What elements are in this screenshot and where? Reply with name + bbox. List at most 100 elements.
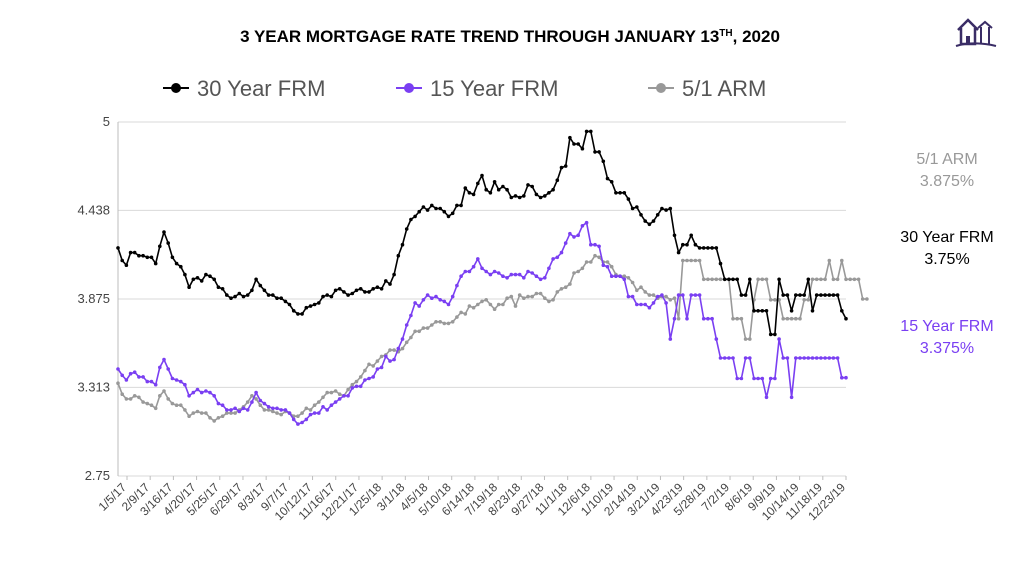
data-point bbox=[802, 298, 806, 302]
data-point bbox=[371, 364, 376, 368]
data-point bbox=[275, 406, 279, 411]
data-point bbox=[241, 294, 246, 299]
data-point bbox=[752, 309, 756, 313]
data-point bbox=[655, 213, 660, 217]
data-point bbox=[697, 246, 702, 250]
data-point bbox=[438, 298, 443, 302]
data-point bbox=[459, 310, 463, 315]
data-point bbox=[501, 274, 505, 279]
data-point bbox=[810, 356, 815, 360]
data-point bbox=[831, 293, 836, 297]
data-point bbox=[208, 416, 212, 420]
data-point bbox=[421, 298, 426, 302]
data-point bbox=[250, 400, 254, 404]
data-point bbox=[476, 257, 480, 261]
series-5-1-arm bbox=[116, 253, 869, 423]
data-point bbox=[471, 264, 476, 269]
data-point bbox=[538, 277, 543, 282]
data-point bbox=[199, 279, 204, 283]
data-point bbox=[128, 250, 133, 255]
data-point bbox=[701, 277, 706, 282]
data-point bbox=[158, 244, 162, 249]
data-point bbox=[358, 384, 363, 389]
data-point bbox=[731, 277, 735, 282]
data-point bbox=[651, 301, 656, 305]
x-axis-ticks: 1/5/172/9/173/16/174/20/175/25/176/29/17… bbox=[96, 476, 848, 523]
data-point bbox=[153, 261, 158, 266]
data-point bbox=[342, 290, 346, 294]
data-point bbox=[609, 274, 614, 279]
data-point bbox=[179, 379, 183, 384]
legend-marker bbox=[171, 83, 181, 93]
data-point bbox=[417, 329, 422, 334]
data-point bbox=[384, 354, 388, 359]
data-point bbox=[400, 346, 405, 351]
data-point bbox=[179, 403, 183, 408]
data-point bbox=[626, 197, 631, 201]
data-point bbox=[840, 375, 844, 380]
data-point bbox=[522, 296, 526, 301]
data-point bbox=[526, 269, 530, 274]
data-point bbox=[768, 298, 773, 302]
series-30-year-frm bbox=[116, 129, 848, 337]
data-point bbox=[321, 405, 325, 409]
legend-marker bbox=[404, 83, 414, 93]
data-point bbox=[162, 230, 166, 234]
data-point bbox=[639, 285, 643, 290]
legend-label: 30 Year FRM bbox=[197, 76, 325, 101]
data-point bbox=[149, 255, 154, 260]
data-point bbox=[785, 293, 790, 297]
data-point bbox=[279, 408, 284, 412]
data-point bbox=[191, 390, 196, 395]
data-point bbox=[710, 316, 714, 321]
data-point bbox=[538, 291, 543, 296]
data-point bbox=[609, 180, 614, 184]
data-point bbox=[233, 294, 237, 299]
data-point bbox=[827, 356, 832, 360]
data-point bbox=[183, 272, 187, 277]
data-point bbox=[124, 378, 129, 382]
data-point bbox=[526, 294, 530, 299]
data-point bbox=[329, 403, 334, 408]
data-point bbox=[572, 142, 576, 146]
data-point bbox=[789, 316, 794, 321]
data-point bbox=[496, 187, 501, 192]
data-point bbox=[534, 274, 539, 279]
y-tick-label: 5 bbox=[103, 114, 110, 129]
data-point bbox=[413, 329, 417, 334]
data-point bbox=[476, 302, 480, 307]
data-point bbox=[204, 272, 208, 277]
data-point bbox=[522, 194, 526, 198]
data-point bbox=[844, 277, 848, 282]
legend-item: 5/1 ARM bbox=[648, 76, 766, 101]
chart-title-tail: , 2020 bbox=[733, 27, 780, 46]
data-point bbox=[831, 356, 836, 360]
data-point bbox=[166, 241, 170, 245]
data-point bbox=[459, 274, 463, 279]
data-point bbox=[455, 283, 459, 288]
data-point bbox=[513, 304, 518, 308]
data-point bbox=[225, 293, 229, 297]
data-point bbox=[170, 401, 175, 406]
data-point bbox=[823, 356, 827, 360]
data-point bbox=[258, 403, 263, 408]
data-point bbox=[743, 356, 748, 360]
data-point bbox=[421, 326, 426, 330]
data-point bbox=[701, 246, 706, 250]
data-point bbox=[668, 337, 673, 341]
data-point bbox=[488, 191, 493, 195]
data-point bbox=[350, 291, 355, 296]
data-point bbox=[463, 269, 468, 274]
data-point bbox=[463, 312, 468, 316]
data-point bbox=[522, 276, 526, 280]
data-point bbox=[346, 394, 350, 398]
data-point bbox=[275, 296, 279, 301]
data-point bbox=[597, 255, 601, 260]
data-point bbox=[430, 203, 434, 208]
data-point bbox=[195, 387, 200, 392]
data-point bbox=[450, 211, 455, 216]
data-point bbox=[710, 277, 714, 282]
data-point bbox=[572, 235, 576, 239]
data-point bbox=[220, 403, 225, 408]
data-point bbox=[116, 381, 120, 386]
